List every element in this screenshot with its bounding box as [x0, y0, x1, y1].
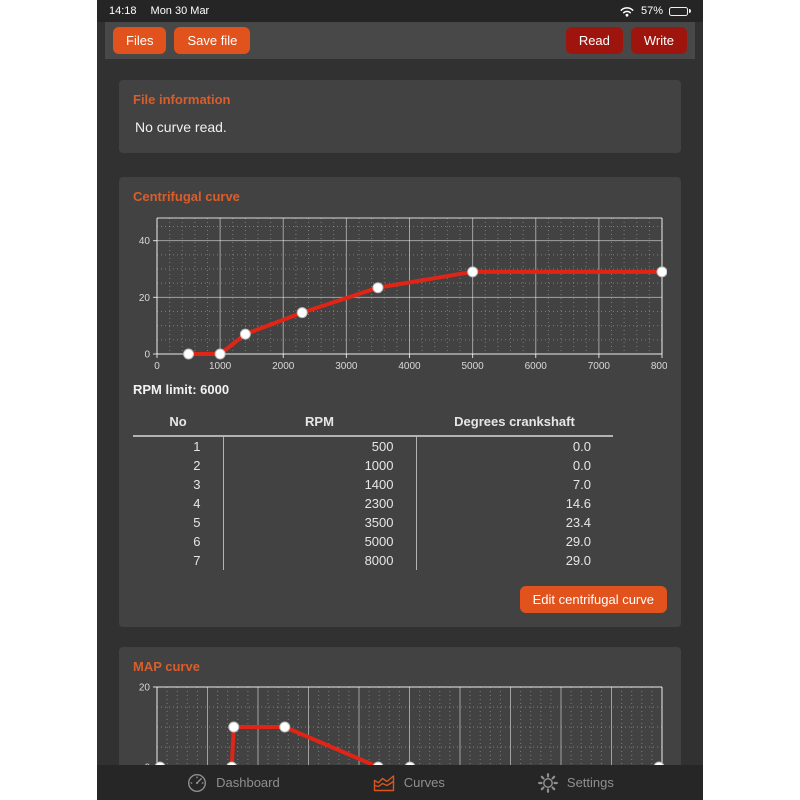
app-window: 14:18 Mon 30 Mar 57% Files Save file Rea…: [97, 0, 703, 800]
table-header-row: No RPM Degrees crankshaft: [133, 411, 613, 437]
status-time: 14:18: [109, 5, 137, 17]
centrifugal-curve-title: Centrifugal curve: [133, 189, 240, 204]
column-header: Degrees crankshaft: [416, 411, 613, 437]
table-cell: 1: [193, 439, 201, 454]
table-cell: 5: [193, 515, 201, 530]
chart-point[interactable]: [372, 282, 384, 294]
table-row: 1 500 0.0: [133, 436, 613, 456]
curves-chart-icon: [372, 772, 396, 793]
table-cell: 23.4: [415, 513, 613, 532]
file-information-title: File information: [133, 92, 231, 107]
save-file-button[interactable]: Save file: [174, 27, 251, 54]
status-bar: 14:18 Mon 30 Mar 57%: [97, 0, 703, 22]
table-cell: 1400: [222, 475, 416, 494]
table-row: 4 2300 14.6: [133, 494, 613, 513]
table-cell: 500: [222, 436, 416, 456]
file-information-card: File information No curve read.: [119, 80, 681, 153]
wifi-icon: [619, 5, 635, 17]
svg-text:7000: 7000: [588, 361, 611, 372]
chart-point[interactable]: [228, 721, 240, 733]
chart-point[interactable]: [279, 721, 291, 733]
svg-text:40: 40: [139, 236, 151, 247]
table-row: 5 3500 23.4: [133, 513, 613, 532]
read-button[interactable]: Read: [565, 27, 623, 54]
column-header: No: [133, 411, 223, 437]
table-cell: 29.0: [415, 532, 613, 551]
column-header: RPM: [223, 411, 416, 437]
edit-centrifugal-curve-button[interactable]: Edit centrifugal curve: [519, 586, 667, 613]
table-cell: 5000: [222, 532, 416, 551]
table-cell: 1000: [222, 456, 416, 475]
table-cell: 29.0: [415, 551, 613, 570]
chart-point[interactable]: [467, 266, 479, 278]
svg-text:0: 0: [154, 361, 160, 372]
table-cell: 2: [193, 458, 201, 473]
chart-point[interactable]: [239, 328, 251, 340]
tab-settings[interactable]: Settings: [537, 772, 614, 794]
files-button[interactable]: Files: [113, 27, 167, 54]
svg-text:5000: 5000: [462, 361, 485, 372]
svg-text:8000: 8000: [651, 361, 667, 372]
centrifugal-chart: 0 20 40 0 1000 2000 3000 4000 5000 6000 7000 8000: [139, 217, 667, 372]
table-cell: 14.6: [415, 494, 613, 513]
centrifugal-table: No RPM Degrees crankshaft 1 500 0.0 2 1000 0.0 3…: [133, 411, 613, 570]
table-cell: 7.0: [415, 475, 613, 494]
table-cell: 3500: [222, 513, 416, 532]
chart-point[interactable]: [656, 266, 667, 278]
speedometer-icon: [186, 772, 208, 794]
table-cell: 2300: [222, 494, 416, 513]
tab-settings-label: Settings: [566, 775, 614, 790]
table-row: 6 5000 29.0: [133, 532, 613, 551]
gear-icon: [537, 772, 559, 794]
table-cell: 4: [193, 496, 201, 511]
svg-text:4000: 4000: [398, 361, 421, 372]
write-button[interactable]: Write: [630, 27, 687, 54]
table-cell: 0.0: [415, 456, 613, 475]
tab-dashboard[interactable]: Dashboard: [186, 772, 280, 794]
table-row: 2 1000 0.0: [133, 456, 613, 475]
rpm-limit-label: RPM limit: 6000: [133, 382, 230, 397]
map-curve-title: MAP curve: [133, 659, 200, 674]
table-cell: 7: [193, 553, 201, 568]
tab-curves[interactable]: Curves: [372, 772, 445, 793]
table-row: 3 1400 7.0: [133, 475, 613, 494]
tab-bar: Dashboard Curves: [97, 765, 703, 800]
battery-icon: [669, 6, 691, 16]
svg-text:2000: 2000: [272, 361, 295, 372]
file-information-message: No curve read.: [135, 119, 227, 135]
svg-text:3000: 3000: [335, 361, 358, 372]
svg-text:0: 0: [144, 350, 150, 361]
svg-text:6000: 6000: [525, 361, 548, 372]
table-cell: 6: [193, 534, 201, 549]
chart-point[interactable]: [214, 348, 226, 360]
table-cell: 8000: [222, 551, 416, 570]
centrifugal-curve-card: Centrifugal curve 0 20 40 0 1000 2000 3000 4000…: [119, 177, 681, 627]
tab-dashboard-label: Dashboard: [216, 775, 280, 790]
status-date: Mon 30 Mar: [150, 5, 210, 17]
battery-percent: 57%: [640, 5, 663, 17]
table-cell: 3: [193, 477, 201, 492]
chart-point[interactable]: [183, 348, 195, 360]
tab-curves-label: Curves: [403, 775, 445, 790]
toolbar: Files Save file Read Write: [105, 22, 695, 59]
table-cell: 0.0: [415, 436, 613, 456]
svg-text:20: 20: [139, 293, 151, 304]
svg-text:20: 20: [139, 683, 151, 694]
svg-text:1000: 1000: [209, 361, 232, 372]
table-row: 7 8000 29.0: [133, 551, 613, 570]
chart-point[interactable]: [296, 307, 308, 319]
